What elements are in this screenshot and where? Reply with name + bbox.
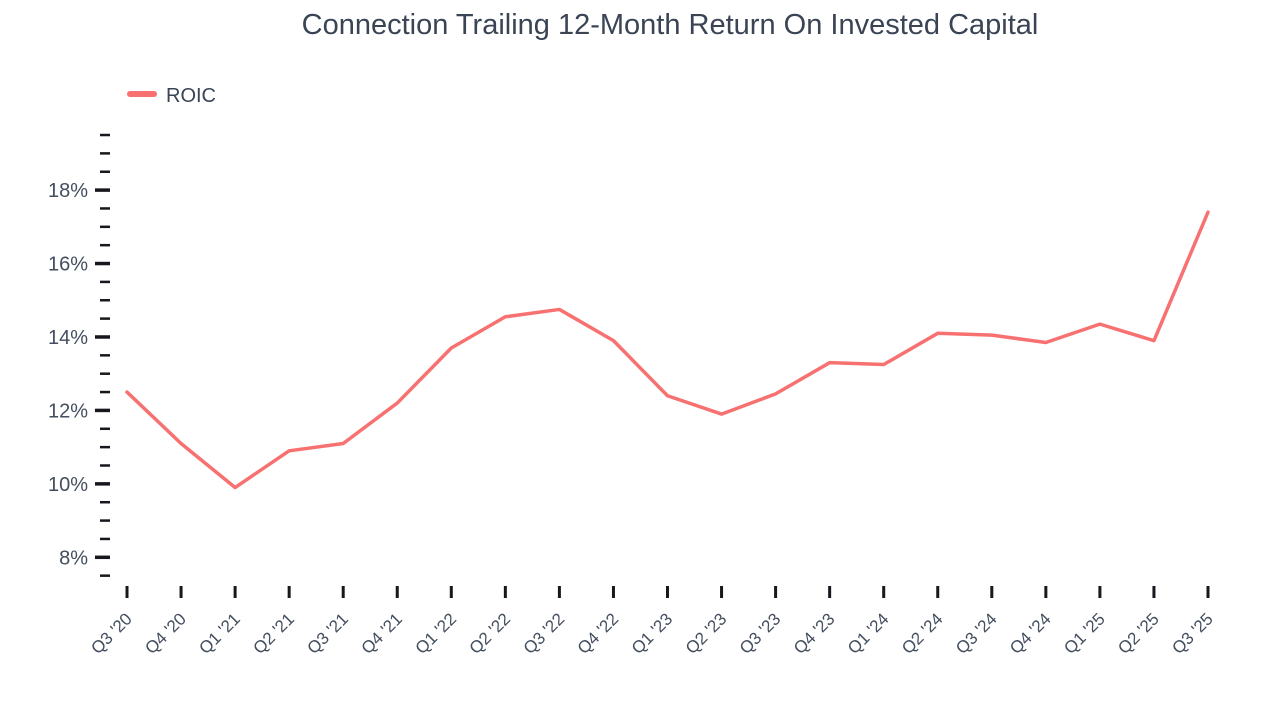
x-tick-label: Q4 '21: [358, 609, 406, 657]
x-tick-label: Q4 '23: [790, 609, 838, 657]
legend-swatch-line-icon: [127, 91, 157, 97]
y-tick-label: 18%: [48, 180, 88, 202]
x-tick-label: Q1 '22: [412, 609, 460, 657]
x-tick-label: Q2 '23: [682, 609, 730, 657]
x-tick-label: Q3 '24: [952, 609, 1000, 657]
y-tick-label: 16%: [48, 254, 88, 276]
x-tick-label: Q3 '25: [1168, 609, 1216, 657]
x-tick-label: Q2 '25: [1114, 609, 1162, 657]
y-tick-label: 10%: [48, 474, 88, 496]
x-tick-label: Q2 '24: [898, 609, 946, 657]
x-tick-label: Q4 '22: [574, 609, 622, 657]
x-tick-label: Q3 '21: [304, 609, 352, 657]
x-tick-label: Q3 '20: [87, 609, 135, 657]
y-tick-label: 14%: [48, 327, 88, 349]
legend[interactable]: ROIC: [127, 85, 216, 107]
x-tick-label: Q4 '24: [1006, 609, 1054, 657]
y-tick-label: 8%: [59, 547, 88, 569]
x-tick-label: Q1 '23: [628, 609, 676, 657]
x-tick-label: Q3 '22: [520, 609, 568, 657]
x-tick-label: Q1 '25: [1060, 609, 1108, 657]
y-axis: 8% 10% 12% 14% 16% 18%: [48, 133, 110, 577]
x-tick-label: Q2 '21: [249, 609, 297, 657]
x-axis: Q3 '20 Q4 '20 Q1 '21 Q2 '21 Q3 '21 Q4 '21 Q1 '…: [87, 586, 1217, 658]
x-tick-label: Q3 '23: [736, 609, 784, 657]
x-tick-label: Q1 '24: [844, 609, 892, 657]
y-tick-label: 12%: [48, 400, 88, 422]
x-tick-label: Q4 '20: [141, 609, 189, 657]
chart-title: Connection Trailing 12-Month Return On I…: [302, 9, 1039, 41]
x-tick-label: Q2 '22: [466, 609, 514, 657]
roic-series-line: [125, 210, 1210, 490]
x-tick-label: Q1 '21: [195, 609, 243, 657]
legend-label: ROIC: [166, 85, 216, 107]
